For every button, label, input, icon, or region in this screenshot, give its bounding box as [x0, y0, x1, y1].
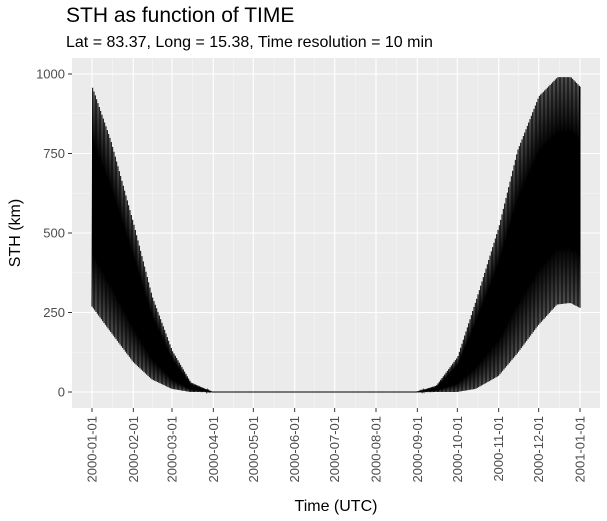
x-tick-label: 2000-06-01	[287, 416, 302, 483]
y-tick-label: 500	[43, 226, 65, 241]
y-axis: 0 250 500 750 1000	[36, 67, 72, 400]
x-tick-label: 2000-10-01	[450, 416, 465, 483]
x-tick-label: 2000-05-01	[246, 416, 261, 483]
x-tick-label: 2000-12-01	[531, 416, 546, 483]
y-tick-label: 250	[43, 305, 65, 320]
x-tick-label: 2000-04-01	[206, 416, 221, 483]
series-layer	[91, 77, 581, 394]
y-tick-label: 1000	[36, 67, 65, 82]
y-axis-title: STH (km)	[7, 199, 24, 267]
x-tick-label: 2000-07-01	[327, 416, 342, 483]
x-tick-label: 2000-11-01	[491, 416, 506, 482]
x-axis: 2000-01-01 2000-02-01 2000-03-01 2000-04-01…	[85, 408, 588, 483]
y-tick-label: 0	[58, 385, 65, 400]
x-tick-label: 2000-01-01	[85, 416, 100, 483]
sth-series-line	[91, 77, 581, 394]
x-tick-label: 2000-02-01	[126, 416, 141, 483]
x-tick-label: 2001-01-01	[573, 416, 588, 483]
x-tick-label: 2000-09-01	[410, 416, 425, 483]
x-tick-label: 2000-03-01	[165, 416, 180, 483]
x-tick-label: 2000-08-01	[369, 416, 384, 483]
chart-subtitle: Lat = 83.37, Long = 15.38, Time resoluti…	[66, 34, 433, 51]
x-axis-title: Time (UTC)	[295, 498, 378, 515]
y-tick-label: 750	[43, 146, 65, 161]
chart-title: STH as function of TIME	[66, 4, 295, 27]
